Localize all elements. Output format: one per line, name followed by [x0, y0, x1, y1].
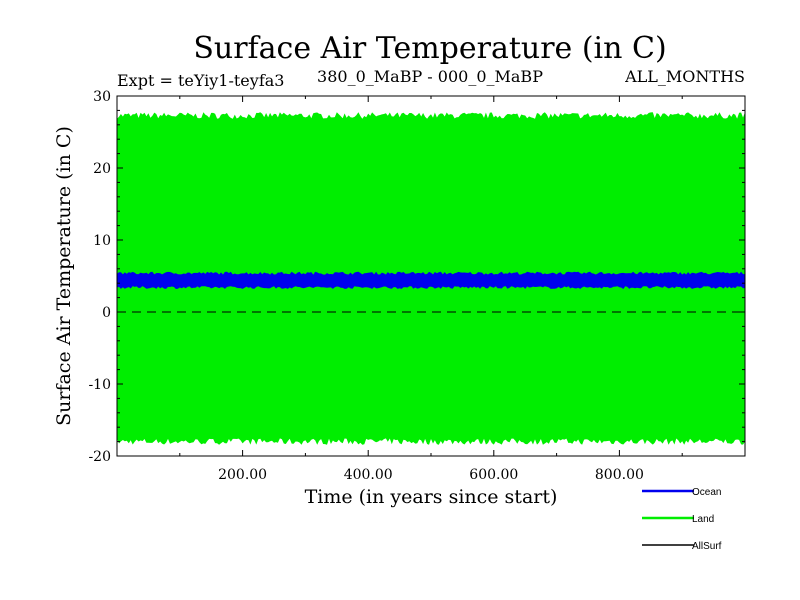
- legend: Ocean Land AllSurf: [642, 487, 722, 552]
- y-tick-label: 0: [102, 305, 111, 321]
- plot-area: -20 -10 0 10 20 30 200.00 400.00 600.00 800.00: [88, 89, 746, 483]
- x-tick-label: 400.00: [344, 467, 393, 483]
- months-label: ALL_MONTHS: [624, 67, 745, 86]
- y-tick-label: -20: [88, 449, 111, 465]
- y-axis-label: Surface Air Temperature (in C): [53, 126, 75, 426]
- tick-layer: -20 -10 0 10 20 30 200.00 400.00 600.00 800.00: [88, 89, 745, 483]
- legend-label-land: Land: [692, 514, 714, 525]
- experiment-label: Expt = teYiy1-teyfa3: [117, 71, 284, 90]
- x-tick-label: 200.00: [218, 467, 267, 483]
- legend-label-allsurf: AllSurf: [692, 541, 722, 552]
- y-tick-label: 10: [93, 233, 111, 249]
- period-label: 380_0_MaBP - 000_0_MaBP: [317, 67, 543, 86]
- y-tick-label: 30: [93, 89, 111, 105]
- chart-title: Surface Air Temperature (in C): [193, 31, 666, 66]
- series-layer: [117, 112, 745, 445]
- x-tick-label: 800.00: [595, 467, 644, 483]
- x-axis-label: Time (in years since start): [305, 486, 558, 508]
- series-ocean-band: [117, 271, 745, 289]
- legend-label-ocean: Ocean: [692, 487, 721, 498]
- y-tick-label: 20: [93, 161, 111, 177]
- y-tick-label: -10: [88, 377, 111, 393]
- x-tick-label: 600.00: [469, 467, 518, 483]
